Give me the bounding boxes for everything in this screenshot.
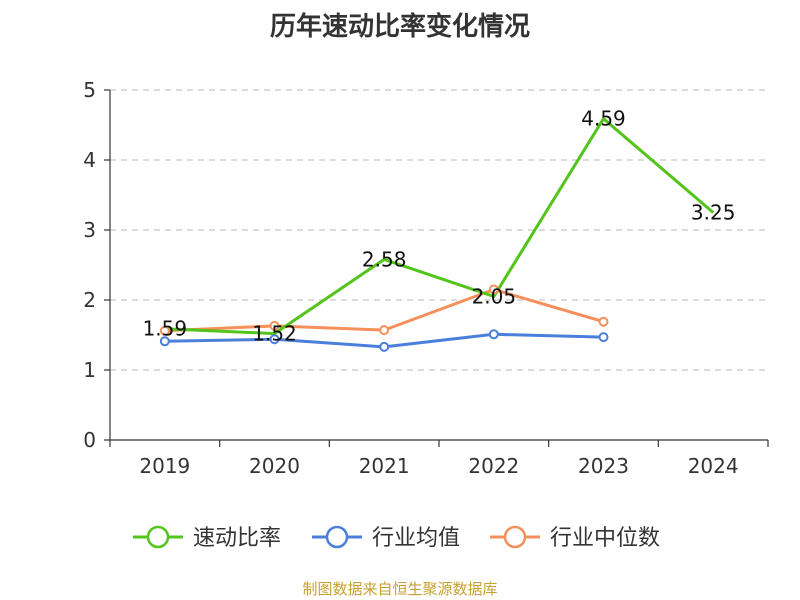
data-point xyxy=(159,336,170,347)
legend: 速动比率 行业均值 行业中位数 xyxy=(133,525,660,551)
legend-marker xyxy=(325,525,349,549)
series-line-2 xyxy=(164,288,604,333)
data-point xyxy=(159,325,170,336)
legend-label: 速动比率 xyxy=(193,526,281,551)
series-points xyxy=(159,284,609,352)
x-tick-label: 2020 xyxy=(249,454,300,478)
data-label: 1.59 xyxy=(143,317,188,341)
legend-label: 行业均值 xyxy=(372,526,460,551)
data-point xyxy=(598,332,609,343)
x-tick-label: 2024 xyxy=(688,454,739,478)
y-tick-labels: 0 1 2 3 4 5 xyxy=(83,78,96,452)
y-tick-label: 5 xyxy=(83,78,96,102)
x-tick-label: 2019 xyxy=(139,454,190,478)
y-tick-label: 4 xyxy=(83,148,96,172)
legend-item: 行业均值 xyxy=(312,525,460,551)
data-point xyxy=(379,341,390,352)
y-tick-label: 1 xyxy=(83,358,96,382)
chart-title: 历年速动比率变化情况 xyxy=(269,12,530,42)
y-tick-label: 2 xyxy=(83,288,96,312)
legend-item: 速动比率 xyxy=(133,525,281,551)
series-lines xyxy=(164,117,715,349)
data-point xyxy=(598,316,609,327)
legend-marker xyxy=(503,525,527,549)
y-tick-label: 0 xyxy=(83,428,96,452)
source-note: 制图数据来自恒生聚源数据库 xyxy=(302,580,498,598)
x-tick-labels: 2019 2020 2021 2022 2023 2024 xyxy=(139,454,738,478)
data-label: 2.05 xyxy=(472,285,517,309)
axes xyxy=(104,89,769,447)
legend-label: 行业中位数 xyxy=(550,526,660,551)
data-label: 2.58 xyxy=(362,247,407,271)
x-tick-label: 2023 xyxy=(578,454,629,478)
data-label: 1.52 xyxy=(252,322,297,346)
data-labels: 1.59 1.52 2.58 2.05 4.59 3.25 xyxy=(143,107,736,346)
series-line-0 xyxy=(164,117,715,336)
x-tick-label: 2022 xyxy=(468,454,519,478)
data-label: 4.59 xyxy=(581,107,626,131)
data-point xyxy=(488,284,499,295)
data-point xyxy=(269,334,280,345)
data-point xyxy=(488,329,499,340)
data-point xyxy=(379,325,390,336)
data-point xyxy=(269,320,280,331)
legend-marker xyxy=(146,525,170,549)
y-tick-label: 3 xyxy=(83,218,96,242)
legend-item: 行业中位数 xyxy=(490,525,660,551)
x-tick-label: 2021 xyxy=(359,454,410,478)
data-label: 3.25 xyxy=(691,201,736,225)
